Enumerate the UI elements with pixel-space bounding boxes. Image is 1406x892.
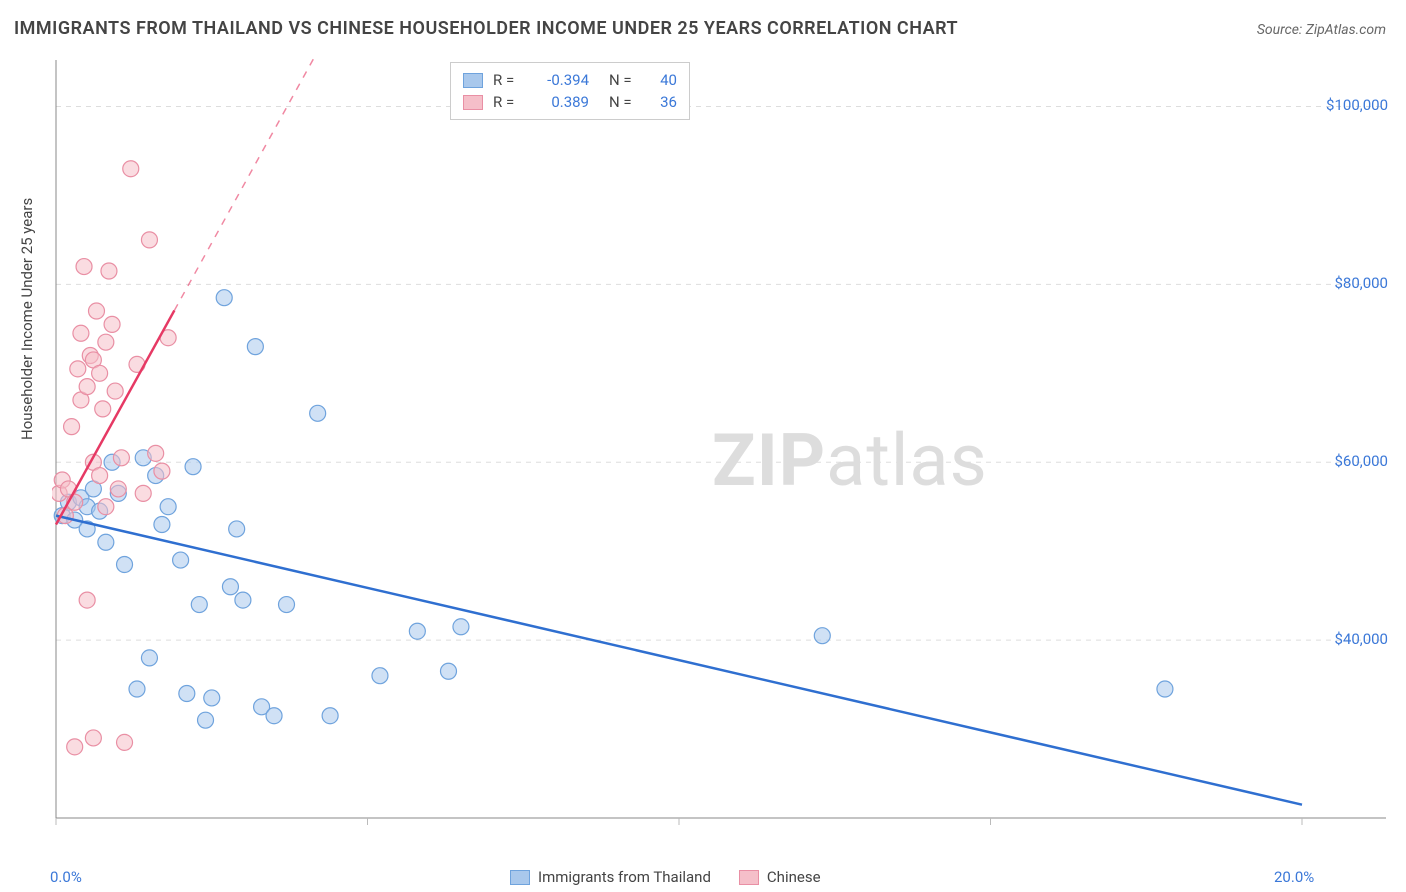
y-tick-label: $100,000 xyxy=(1326,96,1388,114)
legend-n-label: N = xyxy=(609,93,637,111)
scatter-chart xyxy=(52,58,1392,838)
legend-series-item: Chinese xyxy=(739,868,821,886)
legend-n-value: 36 xyxy=(647,93,677,111)
legend-n-value: 40 xyxy=(647,71,677,89)
y-axis-label: Householder Income Under 25 years xyxy=(18,198,36,440)
legend-series: Immigrants from Thailand Chinese xyxy=(510,868,821,886)
legend-swatch xyxy=(463,95,483,110)
legend-swatch xyxy=(739,870,759,885)
legend-swatch xyxy=(463,73,483,88)
legend-series-label: Chinese xyxy=(767,868,821,886)
legend-series-label: Immigrants from Thailand xyxy=(538,868,711,886)
y-tick-label: $40,000 xyxy=(1334,630,1388,648)
x-tick-label: 0.0% xyxy=(50,868,82,886)
y-tick-label: $80,000 xyxy=(1334,274,1388,292)
chart-title: IMMIGRANTS FROM THAILAND VS CHINESE HOUS… xyxy=(14,18,958,39)
legend-r-value: 0.389 xyxy=(531,93,589,111)
legend-series-item: Immigrants from Thailand xyxy=(510,868,711,886)
legend-n-label: N = xyxy=(609,71,637,89)
legend-r-label: R = xyxy=(493,71,521,89)
legend-r-label: R = xyxy=(493,93,521,111)
chart-area: ZIPatlas xyxy=(52,58,1392,838)
source-attribution: Source: ZipAtlas.com xyxy=(1257,22,1386,38)
legend-correlation: R = -0.394 N = 40 R = 0.389 N = 36 xyxy=(450,62,690,120)
y-tick-label: $60,000 xyxy=(1334,452,1388,470)
legend-correlation-row: R = -0.394 N = 40 xyxy=(463,69,677,91)
legend-correlation-row: R = 0.389 N = 36 xyxy=(463,91,677,113)
legend-r-value: -0.394 xyxy=(531,71,589,89)
x-tick-label: 20.0% xyxy=(1274,868,1314,886)
legend-swatch xyxy=(510,870,530,885)
